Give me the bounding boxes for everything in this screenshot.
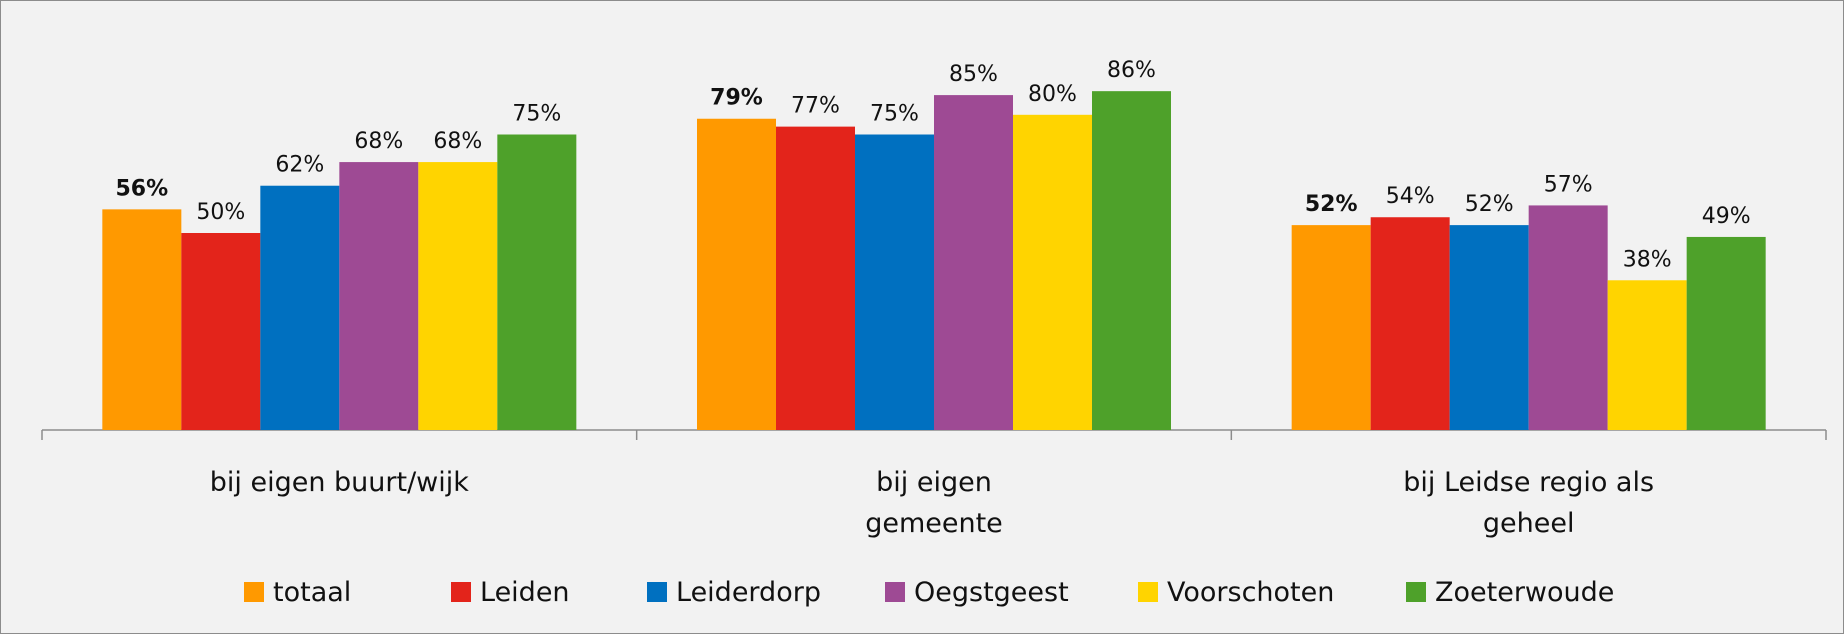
bar (260, 185, 340, 430)
legend-label: Leiden (480, 577, 570, 608)
bar (1291, 225, 1371, 430)
data-label: 80% (1028, 82, 1077, 107)
data-label: 86% (1107, 58, 1156, 83)
legend-label: Leiderdorp (676, 577, 821, 608)
legend-swatch (885, 582, 905, 602)
data-label: 75% (512, 102, 561, 127)
data-label: 52% (1465, 192, 1514, 217)
bar (776, 126, 855, 431)
bar (102, 209, 182, 430)
data-label: 75% (870, 102, 919, 127)
bar (697, 118, 776, 431)
data-label: 79% (710, 86, 763, 111)
bar (1370, 217, 1450, 430)
legend-swatch (451, 582, 471, 602)
x-tick-label: bij eigen gemeente (865, 467, 1003, 539)
legend-label: Zoeterwoude (1435, 577, 1614, 608)
data-label: 62% (275, 153, 324, 178)
data-label: 85% (949, 62, 998, 87)
data-label: 77% (791, 94, 840, 119)
bar (1607, 280, 1687, 430)
data-label: 57% (1544, 172, 1593, 197)
x-tick-label: bij eigen buurt/wijk (209, 467, 469, 498)
legend-label: Voorschoten (1167, 577, 1334, 608)
legend-swatch (1406, 582, 1426, 602)
bar (1449, 225, 1529, 430)
data-label: 52% (1305, 192, 1358, 217)
data-label: 68% (433, 129, 482, 154)
legend-swatch (1138, 582, 1158, 602)
data-label: 68% (354, 129, 403, 154)
bar (934, 95, 1013, 430)
data-label: 38% (1623, 247, 1672, 272)
bar (1092, 91, 1171, 430)
bar (418, 162, 498, 430)
legend-swatch (244, 582, 264, 602)
bar (855, 134, 934, 430)
data-label: 49% (1702, 204, 1751, 229)
bar (497, 134, 577, 430)
data-label: 56% (115, 176, 168, 201)
legend-label: totaal (273, 577, 351, 608)
bar (1528, 205, 1608, 430)
data-label: 50% (196, 200, 245, 225)
bar (339, 162, 419, 430)
legend-swatch (647, 582, 667, 602)
x-tick-label: bij Leidse regio als geheel (1403, 467, 1655, 539)
bar (181, 233, 261, 430)
bar (1013, 114, 1092, 431)
bar (1686, 236, 1766, 430)
data-label: 54% (1386, 184, 1435, 209)
legend-label: Oegstgeest (914, 577, 1069, 608)
